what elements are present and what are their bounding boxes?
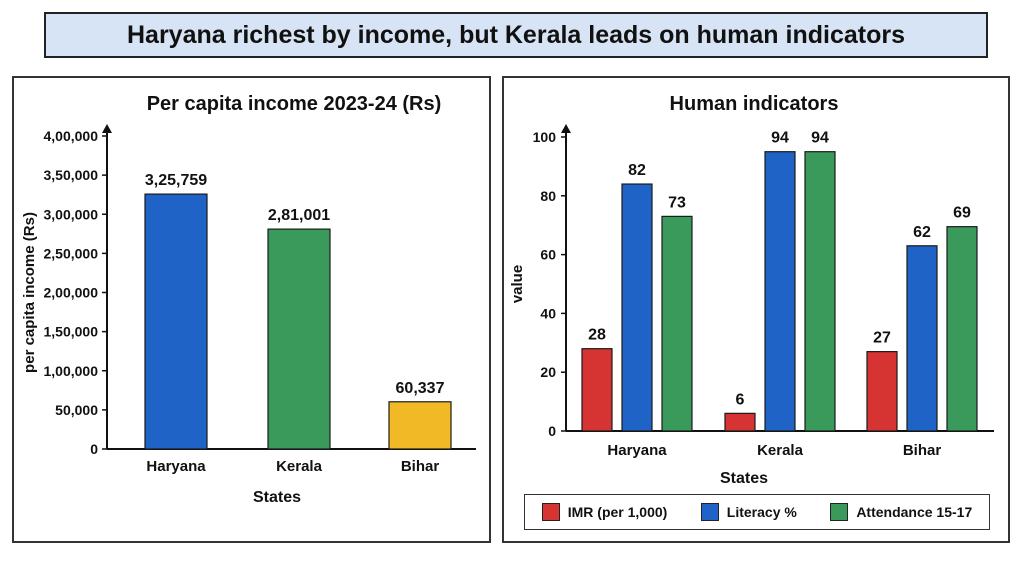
data-label: 73 <box>668 194 686 211</box>
y-tick-label: 3,00,000 <box>44 206 99 222</box>
data-label: 3,25,759 <box>145 172 207 189</box>
x-axis-label: States <box>253 489 301 506</box>
data-label: 28 <box>588 327 606 344</box>
y-axis-label: per capita income (Rs) <box>21 212 38 373</box>
y-tick-label: 0 <box>90 441 98 457</box>
y-tick-label: 3,50,000 <box>44 167 99 183</box>
legend-label-imr: IMR (per 1,000) <box>567 504 668 520</box>
y-tick-label: 4,00,000 <box>44 128 99 144</box>
legend-item-literacy: Literacy % <box>700 503 797 521</box>
data-label: 94 <box>811 130 829 147</box>
indicators-chart: Human indicators 0 20 40 60 80 100 value States H… <box>509 93 994 487</box>
bar-kerala <box>267 228 331 450</box>
y-tick-label: 1,50,000 <box>44 324 99 340</box>
x-tick-label: Kerala <box>757 442 804 459</box>
y-tick-label: 100 <box>533 129 557 145</box>
data-label: 60,337 <box>396 380 445 397</box>
data-label: 2,81,001 <box>268 207 330 224</box>
chart-headline: Haryana richest by income, but Kerala le… <box>44 12 988 58</box>
legend-swatch-literacy <box>700 503 719 521</box>
legend-label-literacy: Literacy % <box>726 504 797 520</box>
income-chart-panel: Per capita income 2023-24 (Rs) 0 50,000 1,0… <box>12 76 491 543</box>
chart-title: Human indicators <box>670 93 839 115</box>
y-tick-label: 2,00,000 <box>44 285 99 301</box>
y-axis-arrow <box>561 124 571 133</box>
x-tick-label: Bihar <box>903 442 942 459</box>
bar-haryana-1 <box>621 183 653 432</box>
data-label: 6 <box>736 391 745 408</box>
x-tick-label: Haryana <box>146 458 206 475</box>
y-axis-label: value <box>509 265 526 303</box>
data-label: 27 <box>873 330 891 347</box>
y-tick-label: 20 <box>540 364 556 380</box>
bar-kerala-0 <box>724 412 756 432</box>
income-chart: Per capita income 2023-24 (Rs) 0 50,000 1,0… <box>21 93 476 506</box>
x-tick-label: Bihar <box>401 458 440 475</box>
chart-title: Per capita income 2023-24 (Rs) <box>147 93 442 115</box>
y-tick-label: 2,50,000 <box>44 245 99 261</box>
data-label: 69 <box>953 205 971 222</box>
bar-haryana <box>144 193 208 450</box>
y-axis-arrow <box>102 124 112 133</box>
bar-kerala-1 <box>764 151 796 432</box>
data-label: 82 <box>628 162 646 179</box>
legend-swatch-imr <box>541 503 560 521</box>
y-tick-label: 80 <box>540 188 556 204</box>
y-tick-label: 50,000 <box>55 402 98 418</box>
bar-bihar-2 <box>946 226 978 432</box>
y-tick-label: 60 <box>540 247 556 263</box>
bar-haryana-2 <box>661 215 693 432</box>
indicators-chart-panel: Human indicators 0 20 40 60 80 100 value States H… <box>502 76 1010 543</box>
bar-bihar-0 <box>866 351 898 432</box>
legend: IMR (per 1,000) Literacy % Attendance 15… <box>524 494 990 530</box>
y-tick-label: 0 <box>548 423 556 439</box>
x-tick-label: Kerala <box>276 458 323 475</box>
legend-item-imr: IMR (per 1,000) <box>541 503 668 521</box>
x-axis-label: States <box>720 470 768 487</box>
y-tick-label: 40 <box>540 305 556 321</box>
data-label: 62 <box>913 224 931 241</box>
bar-kerala-2 <box>804 151 836 432</box>
y-tick-label: 1,00,000 <box>44 363 99 379</box>
bar-bihar <box>388 401 452 450</box>
legend-label-attendance: Attendance 15-17 <box>856 504 973 520</box>
bar-haryana-0 <box>581 348 613 432</box>
x-tick-label: Haryana <box>607 442 667 459</box>
bar-bihar-1 <box>906 245 938 432</box>
data-label: 94 <box>771 130 789 147</box>
legend-swatch-attendance <box>830 503 849 521</box>
legend-item-attendance: Attendance 15-17 <box>830 503 972 521</box>
